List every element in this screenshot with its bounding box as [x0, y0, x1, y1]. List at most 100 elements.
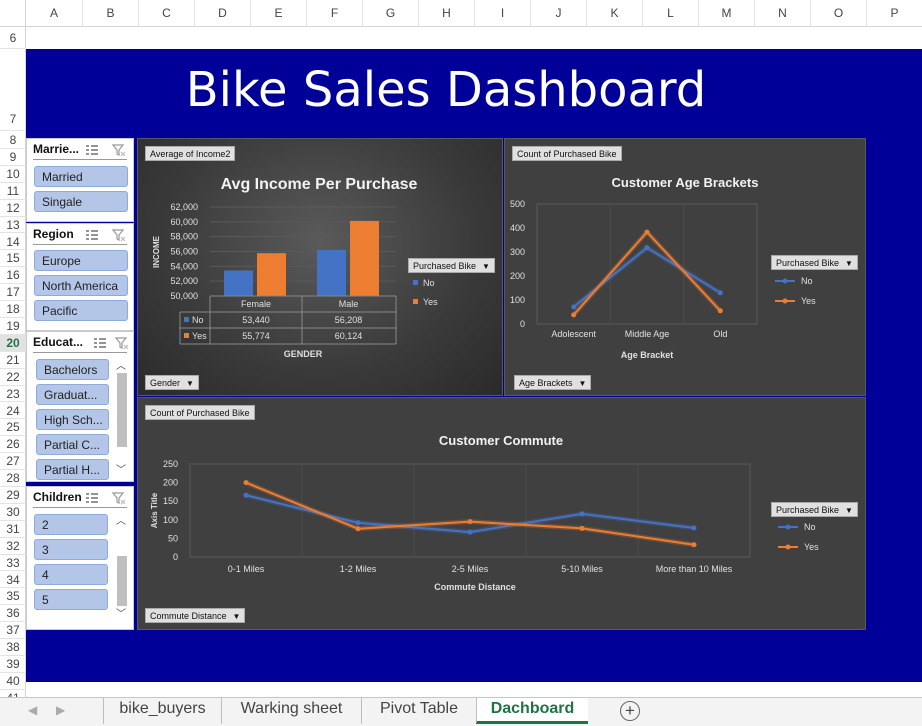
slicer-scrollbar[interactable]: ︿ ﹀: [114, 359, 128, 480]
scroll-up-icon[interactable]: ︿: [116, 516, 126, 527]
row-header-21[interactable]: 21: [0, 352, 26, 369]
row-header-32[interactable]: 32: [0, 538, 26, 555]
row-header-8[interactable]: 8: [0, 131, 26, 149]
slicer-item-5[interactable]: 5: [34, 589, 108, 610]
slicer-item-2[interactable]: 2: [34, 514, 108, 535]
slicer-item-partial-college[interactable]: Partial C...: [36, 434, 109, 455]
row-header-34[interactable]: 34: [0, 572, 26, 589]
scroll-thumb[interactable]: [117, 556, 127, 606]
column-header-n[interactable]: N: [755, 0, 811, 27]
row-header-28[interactable]: 28: [0, 470, 26, 487]
column-header-p[interactable]: P: [867, 0, 922, 27]
row-header-35[interactable]: 35: [0, 588, 26, 606]
row-header-40[interactable]: 40: [0, 673, 26, 690]
row-header-12[interactable]: 12: [0, 200, 26, 217]
row-header-26[interactable]: 26: [0, 436, 26, 454]
row-header-11[interactable]: 11: [0, 183, 26, 200]
column-header-k[interactable]: K: [587, 0, 643, 27]
multi-select-icon[interactable]: [85, 228, 99, 242]
value-field-button[interactable]: Average of Income2: [145, 146, 236, 161]
clear-filter-icon[interactable]: [112, 143, 126, 157]
row-header-23[interactable]: 23: [0, 386, 26, 403]
clear-filter-icon[interactable]: [115, 336, 129, 350]
column-header-m[interactable]: M: [699, 0, 755, 27]
legend-field-button[interactable]: Purchased Bike ▼: [408, 258, 495, 273]
row-header-19[interactable]: 19: [0, 318, 26, 335]
add-sheet-icon[interactable]: +: [620, 701, 640, 721]
avg-income-chart[interactable]: Avg Income Per Purchase 50,000 52,000 54,00…: [137, 138, 503, 396]
slicer-item-europe[interactable]: Europe: [34, 250, 128, 271]
column-header-o[interactable]: O: [811, 0, 867, 27]
slicer-item-pacific[interactable]: Pacific: [34, 300, 128, 321]
value-field-button[interactable]: Count of Purchased Bike: [145, 405, 255, 420]
row-header-15[interactable]: 15: [0, 250, 26, 268]
customer-commute-chart[interactable]: Customer Commute 0 50 100 150 200 250 0-1 Miles…: [137, 397, 866, 630]
slicer-item-single[interactable]: Singale: [34, 191, 128, 212]
multi-select-icon[interactable]: [85, 143, 99, 157]
row-header-37[interactable]: 37: [0, 622, 26, 640]
age-brackets-chart[interactable]: Customer Age Brackets 0 100 200 300 400 500 Ado…: [504, 138, 866, 396]
row-header-17[interactable]: 17: [0, 284, 26, 302]
row-header-7[interactable]: 7: [0, 49, 26, 131]
slicer-item-4[interactable]: 4: [34, 564, 108, 585]
scroll-down-icon[interactable]: ﹀: [116, 465, 126, 476]
legend-field-button[interactable]: Purchased Bike ▼: [771, 502, 858, 517]
multi-select-icon[interactable]: [85, 491, 99, 505]
slicer-item-partial-high-school[interactable]: Partial H...: [36, 459, 109, 480]
slicer-item-high-school[interactable]: High Sch...: [36, 409, 109, 430]
column-header-h[interactable]: H: [419, 0, 475, 27]
row-header-25[interactable]: 25: [0, 419, 26, 437]
column-header-d[interactable]: D: [195, 0, 251, 27]
row-header-30[interactable]: 30: [0, 504, 26, 521]
row-header-31[interactable]: 31: [0, 521, 26, 538]
column-header-a[interactable]: A: [26, 0, 83, 27]
column-header-f[interactable]: F: [307, 0, 363, 27]
slicer-item-3[interactable]: 3: [34, 539, 108, 560]
scroll-thumb[interactable]: [117, 373, 127, 447]
tab-warking-sheet[interactable]: Warking sheet: [221, 698, 361, 724]
column-header-i[interactable]: I: [475, 0, 531, 27]
tab-dachboard[interactable]: Dachboard: [476, 698, 588, 724]
row-header-22[interactable]: 22: [0, 369, 26, 386]
row-header-33[interactable]: 33: [0, 555, 26, 572]
row-header-13[interactable]: 13: [0, 217, 26, 234]
slicer-item-north-america[interactable]: North America: [34, 275, 128, 296]
prev-sheet-icon[interactable]: ◀: [28, 703, 38, 717]
column-header-l[interactable]: L: [643, 0, 699, 27]
axis-field-button[interactable]: Commute Distance ▼: [145, 608, 246, 623]
slicer-item-bachelors[interactable]: Bachelors: [36, 359, 109, 380]
column-header-e[interactable]: E: [251, 0, 307, 27]
row-header-20[interactable]: 20: [0, 334, 26, 352]
next-sheet-icon[interactable]: ▶: [56, 703, 66, 717]
row-header-29[interactable]: 29: [0, 487, 26, 504]
axis-field-button[interactable]: Age Brackets ▼: [514, 375, 592, 390]
row-header-9[interactable]: 9: [0, 149, 26, 166]
row-header-6[interactable]: 6: [0, 27, 26, 49]
scroll-up-icon[interactable]: ︿: [116, 361, 126, 372]
slicer-scrollbar[interactable]: ︿ ﹀: [114, 514, 128, 624]
row-header-36[interactable]: 36: [0, 605, 26, 623]
legend-field-button[interactable]: Purchased Bike ▼: [771, 255, 858, 270]
row-header-38[interactable]: 38: [0, 639, 26, 656]
row-header-18[interactable]: 18: [0, 301, 26, 318]
row-header-10[interactable]: 10: [0, 166, 26, 183]
select-all-corner[interactable]: [0, 0, 26, 27]
column-header-c[interactable]: C: [139, 0, 195, 27]
column-header-j[interactable]: J: [531, 0, 587, 27]
scroll-down-icon[interactable]: ﹀: [116, 609, 126, 620]
row-header-16[interactable]: 16: [0, 267, 26, 285]
clear-filter-icon[interactable]: [112, 228, 126, 242]
row-header-27[interactable]: 27: [0, 453, 26, 471]
column-header-b[interactable]: B: [83, 0, 139, 27]
multi-select-icon[interactable]: [93, 336, 107, 350]
tab-bike-buyers[interactable]: bike_buyers: [103, 698, 221, 724]
row-header-39[interactable]: 39: [0, 656, 26, 673]
slicer-item-married[interactable]: Married: [34, 166, 128, 187]
clear-filter-icon[interactable]: [112, 491, 126, 505]
column-header-g[interactable]: G: [363, 0, 419, 27]
axis-field-button[interactable]: Gender ▼: [145, 375, 199, 390]
value-field-button[interactable]: Count of Purchased Bike: [512, 146, 622, 161]
slicer-item-graduate[interactable]: Graduat...: [36, 384, 109, 405]
tab-pivot-table[interactable]: Pivot Table: [361, 698, 476, 724]
row-header-24[interactable]: 24: [0, 403, 26, 420]
